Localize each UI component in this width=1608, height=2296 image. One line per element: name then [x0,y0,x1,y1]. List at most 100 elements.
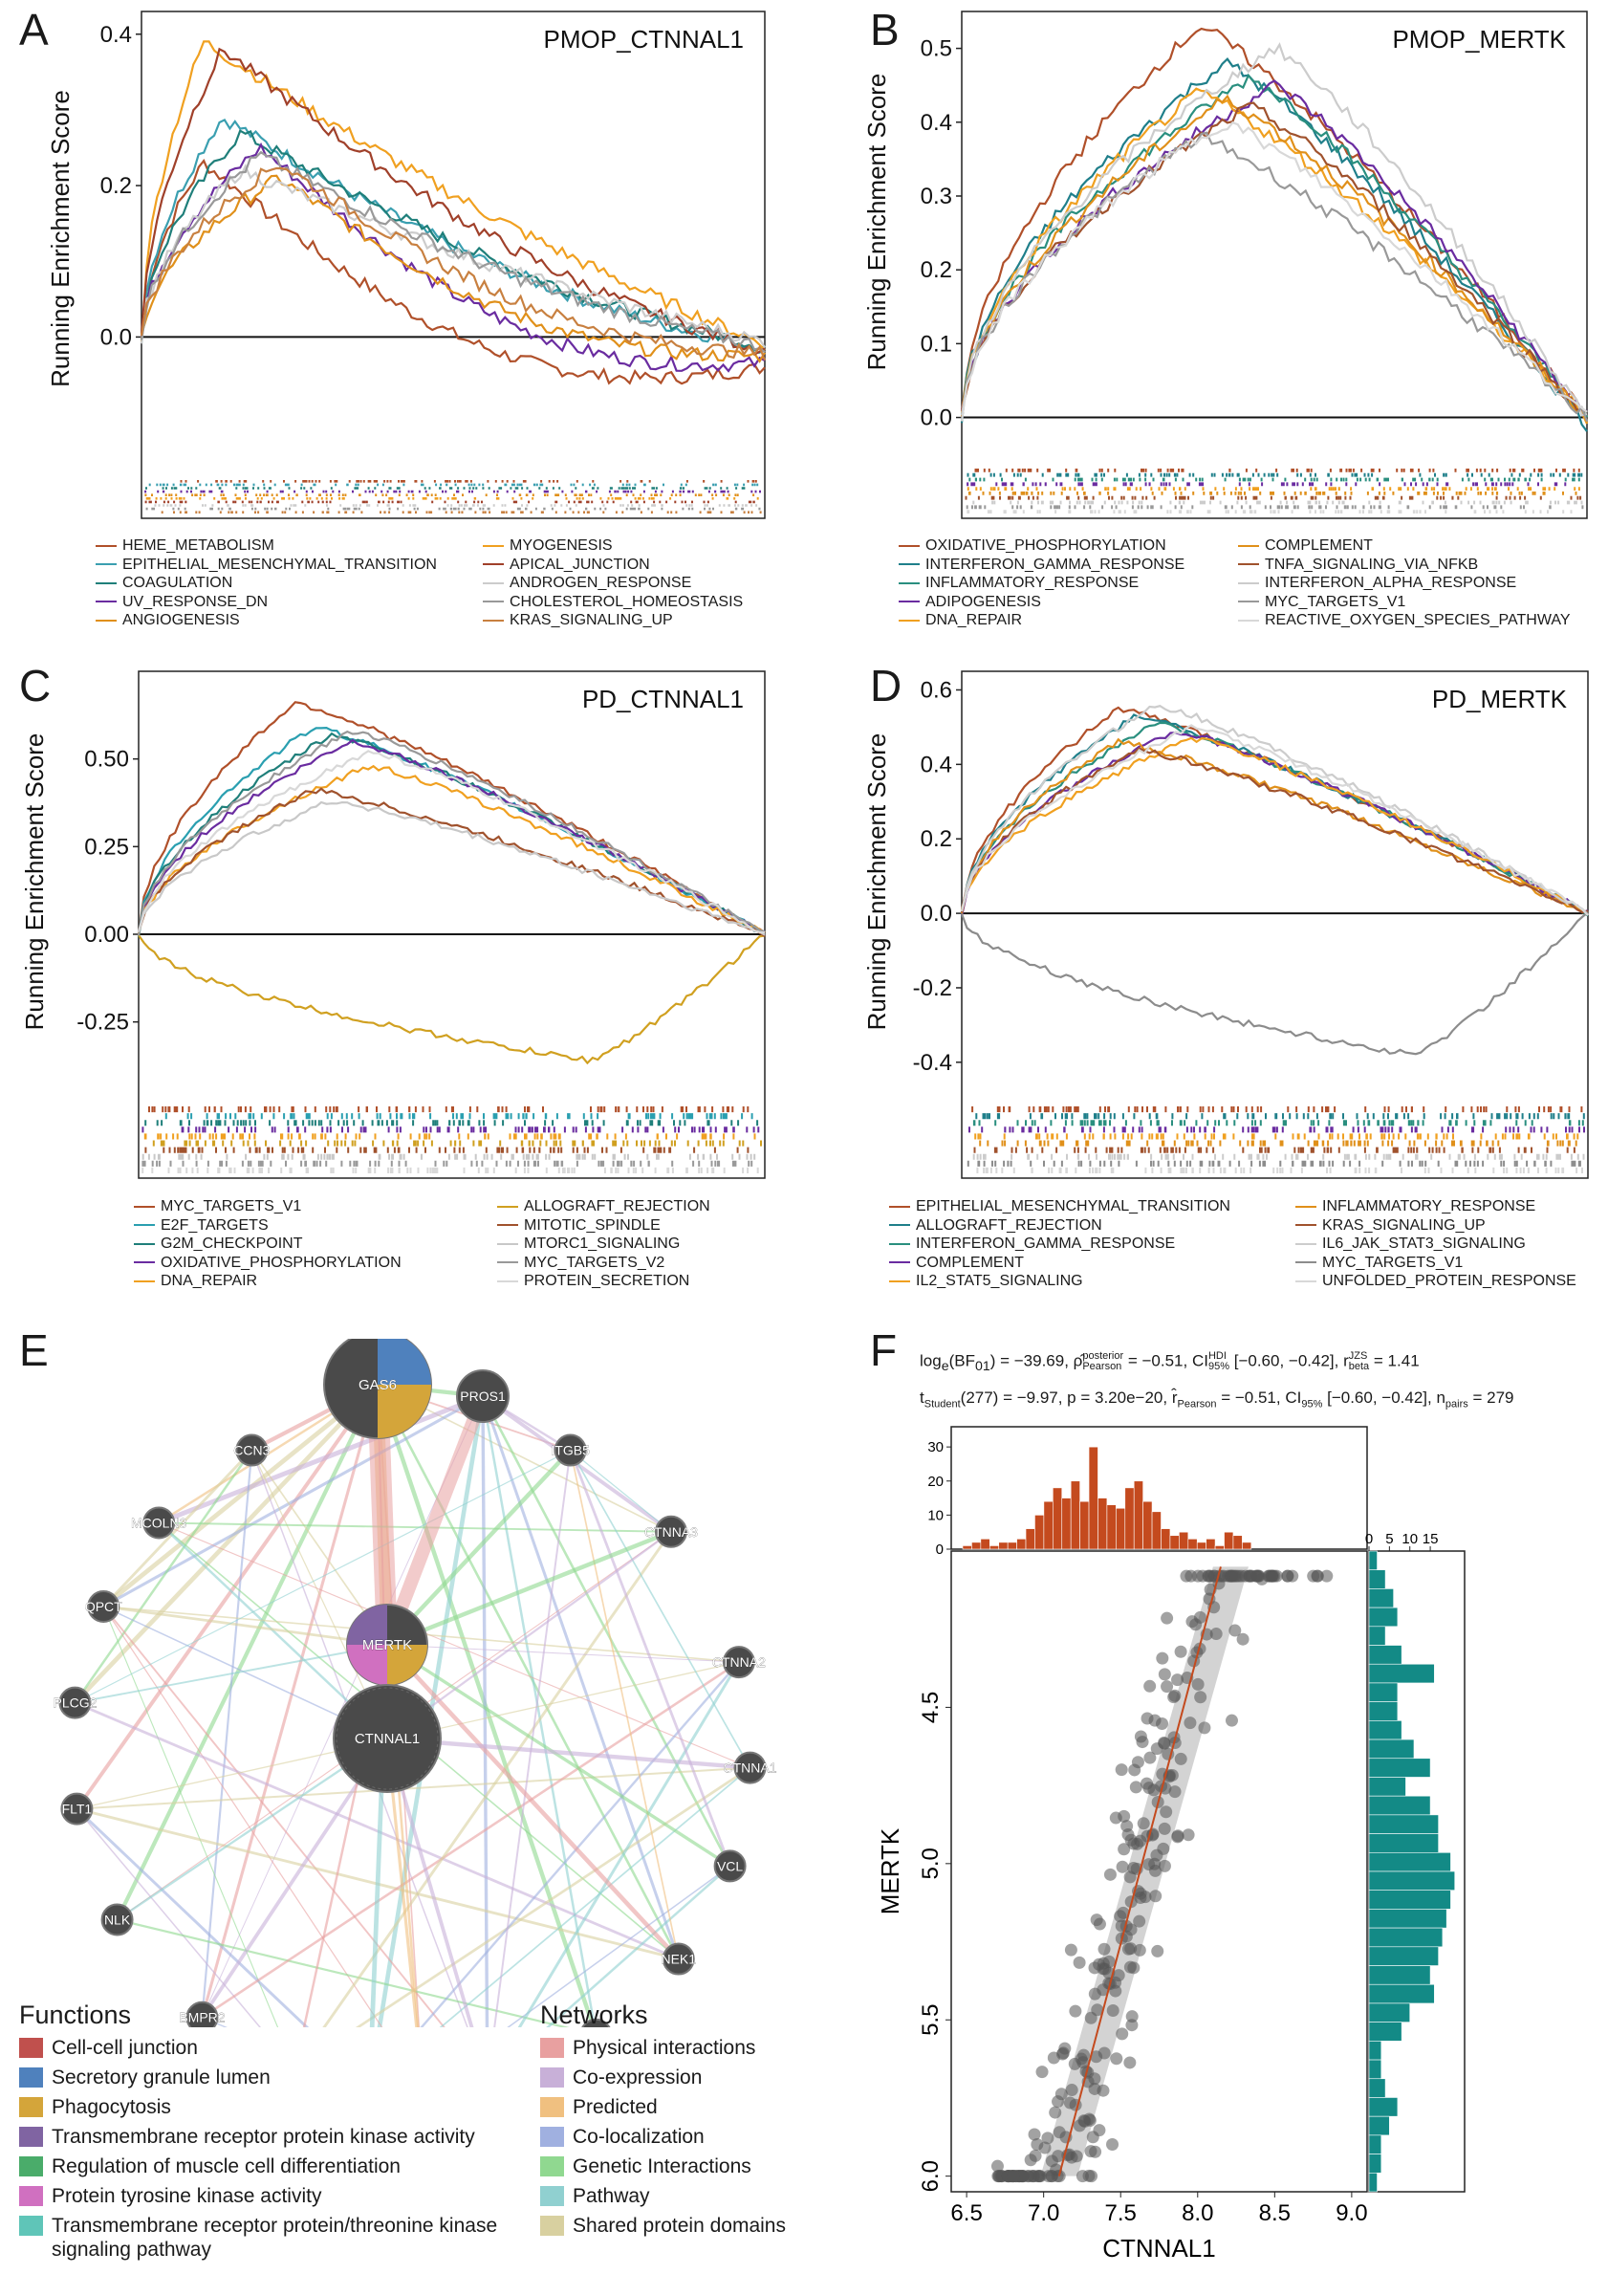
legend-label: G2M_CHECKPOINT [161,1235,303,1253]
node-qpct[interactable]: QPCT [85,1589,122,1623]
node-hatch [336,1687,439,1790]
legend-d-right: INFLAMMATORY_RESPONSE KRAS_SIGNALING_UP IL… [1295,1197,1576,1291]
node-ctnnal1[interactable]: CTNNAL1 [333,1684,442,1793]
right-hist-bar [1368,2022,1402,2042]
right-hist-tick-label: 10 [1402,1531,1418,1547]
node-bmpr2[interactable]: BMPR2 [179,2001,226,2027]
top-hist-bar [1242,1542,1252,1550]
legend-label: MITOTIC_SPINDLE [524,1216,661,1234]
node-nlk[interactable]: NLK [100,1903,134,1936]
node-label: CTNNA1 [724,1760,777,1776]
networks-key: Networks Physical interactions Co-express… [540,2001,827,2243]
legend-swatch [1295,1205,1316,1208]
scatter-point [1097,2046,1111,2060]
node-label: MERTK [362,1637,412,1653]
legend-label: ADIPOGENESIS [925,593,1041,610]
node-mcoln3[interactable]: MCOLN3 [131,1506,187,1540]
legend-label: ANGIOGENESIS [122,612,240,629]
node-plcg2[interactable]: PLCG2 [53,1686,98,1719]
legend-swatch [899,581,920,584]
scatter-point [1041,2132,1054,2145]
x-tick-label: 6.5 [950,2200,982,2226]
legend-label: E2F_TARGETS [161,1216,269,1234]
scatter-point [1035,2066,1049,2079]
scatter-point [1209,1628,1223,1641]
node-circle [185,2001,219,2027]
y-tick-label: 0.0 [921,901,952,927]
node-circle [581,2018,611,2027]
legend-swatch [497,1261,518,1264]
legend-label: MYC_TARGETS_V1 [1265,593,1406,610]
hit-ticks [144,500,755,504]
legend-item: G2M_CHECKPOINT [134,1235,402,1254]
series-line [137,764,766,934]
scatter-point [1136,1736,1149,1749]
node-mertk[interactable]: MERTK [346,1604,428,1686]
legend-swatch [483,563,504,566]
hit-ticks [967,472,1583,477]
node-function-slice [387,1645,427,1685]
scatter-point [1161,1611,1174,1625]
node-itgb5[interactable]: ITGB5 [551,1433,590,1467]
legend-label: ALLOGRAFT_REJECTION [524,1198,710,1215]
node-vcl[interactable]: VCL [713,1849,747,1883]
legend-label: ANDROGEN_RESPONSE [510,575,692,592]
network-edge [76,1808,262,2027]
node-function-slice [347,1645,387,1685]
node-ctnna1[interactable]: CTNNA1 [723,1751,777,1784]
legend-item: ALLOGRAFT_REJECTION [497,1197,710,1216]
network-edge [386,1644,739,1663]
legend-swatch [483,619,504,622]
network-edge [200,1384,380,2019]
series-line [960,747,1589,914]
top-hist-bar [1151,1511,1162,1550]
scatter-point [1088,2072,1101,2086]
networks-title: Networks [540,2001,648,2029]
right-hist-bar [1368,1814,1439,1834]
key-label: Cell-cell junction [52,2037,198,2059]
node-ctnna2[interactable]: CTNNA2 [712,1646,766,1679]
node-ccn3[interactable]: CCN3 [233,1433,271,1467]
right-hist-bar [1368,1588,1394,1608]
legend-label: COMPLEMENT [1265,537,1373,555]
scatter-point [1239,1569,1252,1583]
node-label: VCL [717,1858,743,1873]
legend-label: APICAL_JUNCTION [510,556,650,573]
scatter-point [1086,2131,1099,2144]
x-tick-label: 7.5 [1105,2200,1137,2226]
key-row: Transmembrane receptor protein/threonine… [19,2214,535,2262]
y-axis-label: Running Enrichment Score [20,733,49,1031]
node-gas6[interactable]: GAS6 [323,1339,432,1439]
scatter-point [1128,1763,1141,1777]
node-pros1[interactable]: PROS1 [456,1369,510,1423]
legend-item: MYC_TARGETS_V1 [1295,1254,1576,1273]
series-line [140,158,766,385]
series-line [960,732,1589,917]
hit-ticks [143,1133,756,1140]
legend-label: IL6_JAK_STAT3_SIGNALING [1322,1235,1526,1253]
scatter-point [990,2159,1004,2173]
top-hist-bar [1007,1542,1017,1550]
node-flt1[interactable]: FLT1 [60,1792,94,1826]
legend-label: KRAS_SIGNALING_UP [1322,1216,1486,1234]
node-circle [456,1369,510,1423]
scatter-point [1075,2052,1088,2066]
node-msr1[interactable]: MSR1 [577,2018,615,2027]
legend-swatch [134,1224,155,1227]
legend-item: MYC_TARGETS_V1 [1238,593,1571,612]
top-hist-bar [1079,1500,1090,1550]
node-ctnna3[interactable]: CTNNA3 [644,1515,698,1548]
legend-item: ALLOGRAFT_REJECTION [889,1216,1230,1235]
scatter-point [1085,2170,1098,2183]
legend-a: HEME_METABOLISM EPITHELIAL_MESENCHYMAL_TR… [96,536,803,642]
stat-sub: beta [1348,1361,1370,1372]
node-circle [713,1849,747,1883]
node-label: CTNNA2 [712,1654,766,1670]
legend-label: IL2_STAT5_SIGNALING [916,1273,1083,1290]
right-hist-bar [1368,2134,1382,2154]
plot-frame [961,670,1589,1179]
legend-item: MTORC1_SIGNALING [497,1235,710,1254]
key-swatch [540,2156,564,2176]
network-edge [322,1530,673,2027]
node-nek1[interactable]: NEK1 [661,1942,696,1976]
